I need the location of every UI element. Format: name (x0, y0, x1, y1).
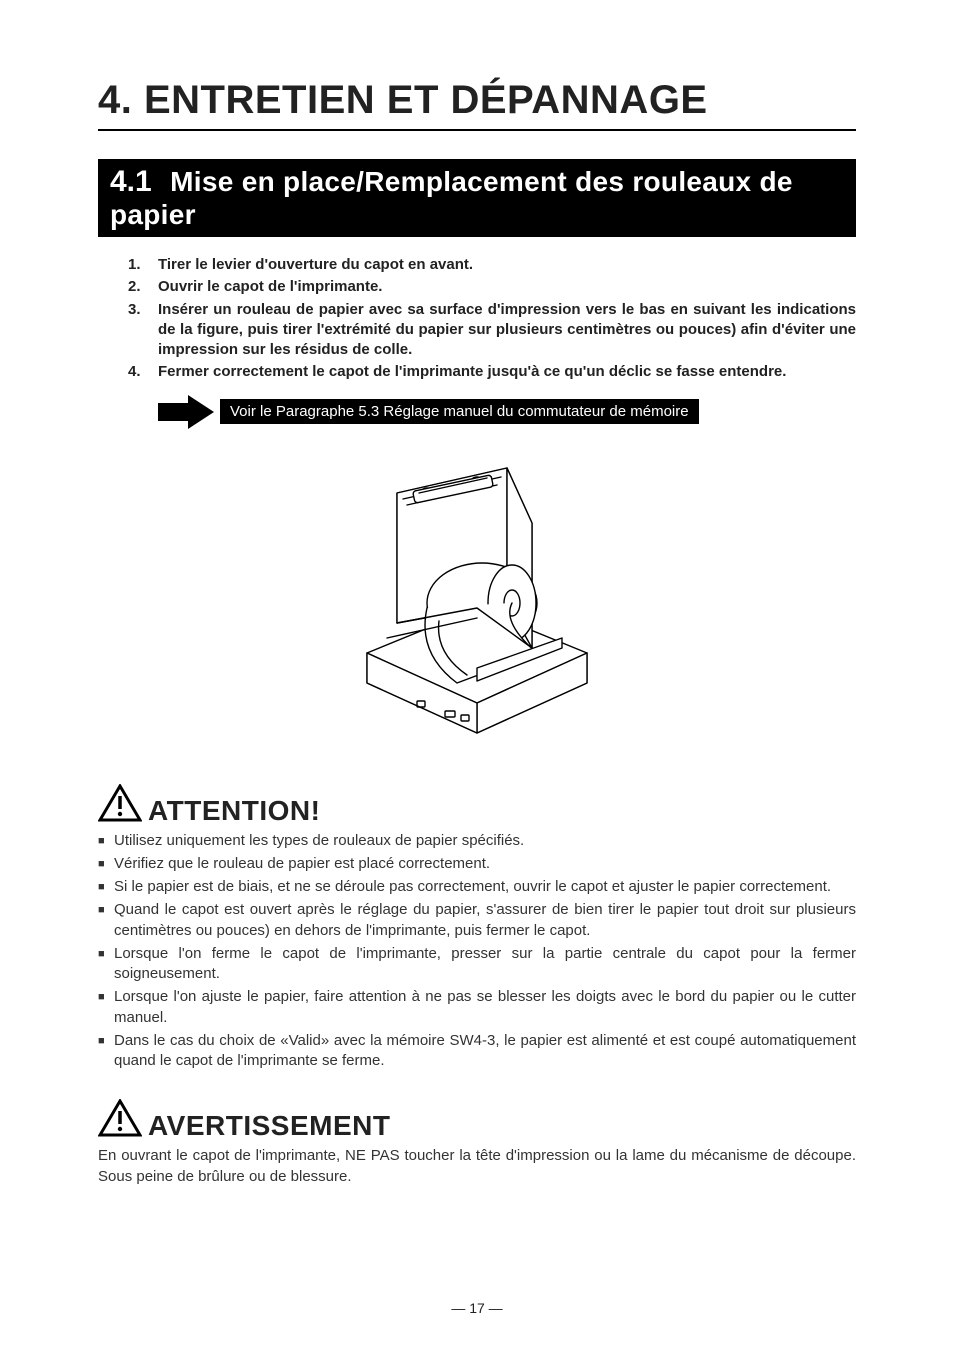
list-item: 2. Ouvrir le capot de l'imprimante. (128, 277, 856, 297)
chapter-title: 4. ENTRETIEN ET DÉPANNAGE (98, 78, 856, 123)
bullet-square-icon: ■ (98, 877, 114, 897)
step-text: Fermer correctement le capot de l'imprim… (158, 362, 856, 382)
warning-triangle-icon (98, 1099, 142, 1142)
bullet-text: Dans le cas du choix de «Valid» avec la … (114, 1031, 856, 1072)
step-number: 2. (128, 277, 158, 297)
chapter-header: 4. ENTRETIEN ET DÉPANNAGE (98, 78, 856, 131)
bullet-square-icon: ■ (98, 831, 114, 851)
printer-illustration-icon (327, 453, 627, 743)
bullet-square-icon: ■ (98, 1031, 114, 1072)
list-item: ■Utilisez uniquement les types de roulea… (98, 831, 856, 851)
avertissement-header: AVERTISSEMENT (98, 1099, 856, 1142)
bullet-text: Lorsque l'on ajuste le papier, faire att… (114, 987, 856, 1028)
warning-triangle-icon (98, 784, 142, 827)
printer-figure (98, 453, 856, 748)
attention-header: ATTENTION! (98, 784, 856, 827)
avertissement-text: En ouvrant le capot de l'imprimante, NE … (98, 1146, 856, 1187)
step-number: 3. (128, 300, 158, 361)
bullet-square-icon: ■ (98, 987, 114, 1028)
page: 4. ENTRETIEN ET DÉPANNAGE 4.1 Mise en pl… (0, 0, 954, 1352)
bullet-square-icon: ■ (98, 944, 114, 985)
reference-box: Voir le Paragraphe 5.3 Réglage manuel du… (158, 395, 856, 429)
list-item: ■Dans le cas du choix de «Valid» avec la… (98, 1031, 856, 1072)
step-text: Tirer le levier d'ouverture du capot en … (158, 255, 856, 275)
step-text: Ouvrir le capot de l'imprimante. (158, 277, 856, 297)
list-item: 1. Tirer le levier d'ouverture du capot … (128, 255, 856, 275)
list-item: 3. Insérer un rouleau de papier avec sa … (128, 300, 856, 361)
section-header: 4.1 Mise en place/Remplacement des roule… (98, 159, 856, 237)
bullet-text: Vérifiez que le rouleau de papier est pl… (114, 854, 856, 874)
avertissement-label: AVERTISSEMENT (148, 1112, 390, 1142)
attention-label: ATTENTION! (148, 797, 320, 827)
list-item: ■Quand le capot est ouvert après le régl… (98, 900, 856, 941)
bullet-square-icon: ■ (98, 900, 114, 941)
list-item: ■Lorsque l'on ferme le capot de l'imprim… (98, 944, 856, 985)
section-number: 4.1 (110, 165, 152, 198)
list-item: ■Si le papier est de biais, et ne se dér… (98, 877, 856, 897)
attention-bullets: ■Utilisez uniquement les types de roulea… (98, 831, 856, 1072)
bullet-text: Utilisez uniquement les types de rouleau… (114, 831, 856, 851)
bullet-square-icon: ■ (98, 854, 114, 874)
arrow-right-icon (158, 395, 214, 429)
list-item: ■Vérifiez que le rouleau de papier est p… (98, 854, 856, 874)
step-number: 1. (128, 255, 158, 275)
bullet-text: Lorsque l'on ferme le capot de l'imprima… (114, 944, 856, 985)
steps-list: 1. Tirer le levier d'ouverture du capot … (128, 255, 856, 383)
step-number: 4. (128, 362, 158, 382)
page-number: — 17 — (0, 1300, 954, 1316)
bullet-text: Si le papier est de biais, et ne se déro… (114, 877, 856, 897)
step-text: Insérer un rouleau de papier avec sa sur… (158, 300, 856, 361)
reference-text: Voir le Paragraphe 5.3 Réglage manuel du… (220, 399, 699, 424)
list-item: ■Lorsque l'on ajuste le papier, faire at… (98, 987, 856, 1028)
section-title: Mise en place/Remplacement des rouleaux … (110, 166, 793, 230)
bullet-text: Quand le capot est ouvert après le régla… (114, 900, 856, 941)
list-item: 4. Fermer correctement le capot de l'imp… (128, 362, 856, 382)
